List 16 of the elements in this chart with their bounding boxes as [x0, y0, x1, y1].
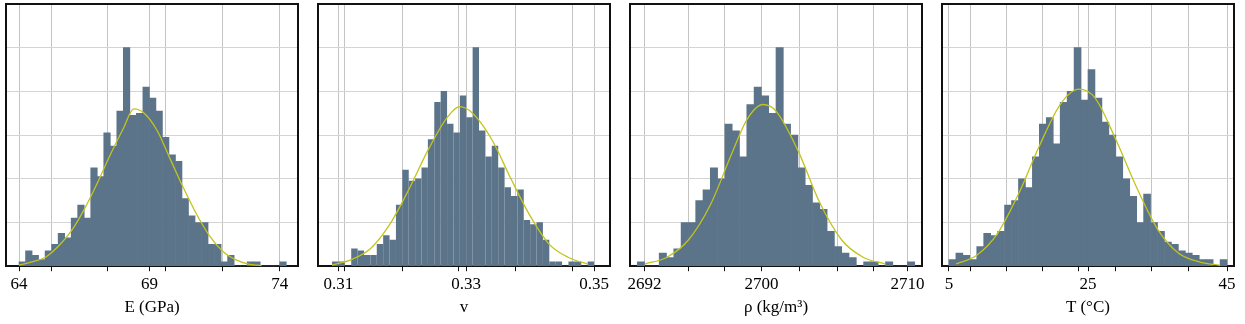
x-tick-label: 64	[10, 273, 29, 293]
x-tick-label: 0.33	[451, 273, 482, 293]
x-axis-title: ρ (kg/m³)	[743, 297, 809, 317]
x-axis-title: v	[459, 297, 469, 317]
x-tick-label: 5	[944, 273, 954, 293]
x-tick-label: 69	[140, 273, 158, 293]
x-tick-label: 2710	[890, 273, 925, 293]
x-tick-label: 0.31	[323, 273, 354, 293]
x-tick-label: 74	[271, 273, 289, 293]
x-tick-label: 0.35	[579, 273, 609, 293]
x-axis-title: E (GPa)	[124, 297, 180, 317]
x-axis-title: T (°C)	[1066, 297, 1110, 317]
x-tick-label: 25	[1079, 273, 1097, 293]
x-tick-label: 2700	[744, 273, 779, 293]
x-tick-label: 45	[1218, 273, 1236, 293]
x-tick-label: 2692	[627, 273, 662, 293]
